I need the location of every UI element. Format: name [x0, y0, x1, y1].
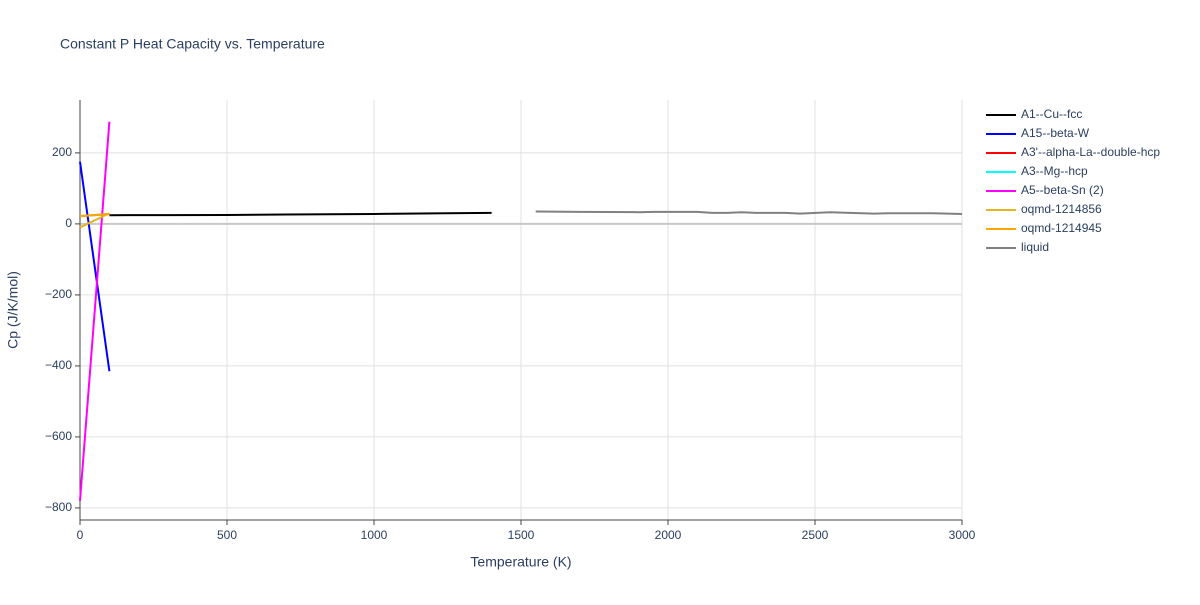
series-line: [535, 210, 963, 215]
legend-label: A3'--alpha-La--double-hcp: [1021, 145, 1160, 159]
x-tick-label: 0: [77, 528, 84, 542]
y-axis-title: Cp (J/K/mol): [5, 271, 21, 349]
y-tick-label: 200: [52, 145, 72, 159]
series-line: [109, 211, 492, 217]
x-tick-label: 1000: [361, 528, 388, 542]
x-tick-label: 1500: [508, 528, 535, 542]
y-tick-label: −800: [45, 500, 72, 514]
legend-label: A5--beta-Sn (2): [1021, 183, 1104, 197]
y-tick-label: 0: [65, 216, 72, 230]
series-line: [79, 161, 111, 372]
x-tick-label: 2000: [655, 528, 682, 542]
y-tick-label: −600: [45, 429, 72, 443]
legend-label: oqmd-1214945: [1021, 221, 1102, 235]
x-tick-label: 500: [217, 528, 237, 542]
chart-title: Constant P Heat Capacity vs. Temperature: [60, 36, 325, 52]
series-line: [79, 212, 110, 229]
legend-label: A1--Cu--fcc: [1021, 107, 1082, 121]
series-line: [79, 212, 110, 218]
y-tick-label: −400: [45, 358, 72, 372]
legend-label: A15--beta-W: [1021, 126, 1090, 140]
legend-label: A3--Mg--hcp: [1021, 164, 1088, 178]
series-line: [79, 121, 111, 501]
x-tick-label: 3000: [949, 528, 976, 542]
x-tick-label: 2500: [802, 528, 829, 542]
y-tick-label: −200: [45, 287, 72, 301]
legend-label: liquid: [1021, 240, 1049, 254]
legend-label: oqmd-1214856: [1021, 202, 1102, 216]
x-axis-title: Temperature (K): [470, 554, 571, 570]
